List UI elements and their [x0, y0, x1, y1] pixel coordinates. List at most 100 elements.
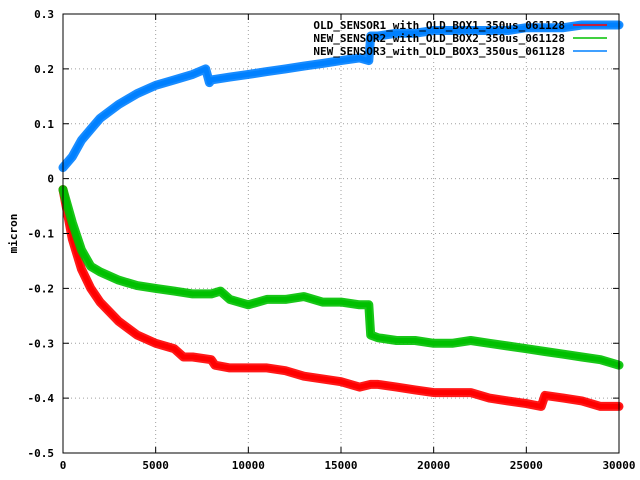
data-point — [505, 398, 511, 404]
x-tick-label: 10000 — [232, 459, 265, 472]
data-point — [523, 25, 529, 31]
data-point — [542, 25, 548, 31]
data-point — [171, 77, 177, 83]
data-point — [523, 346, 529, 352]
data-point — [190, 291, 196, 297]
data-point — [468, 28, 474, 33]
data-point — [394, 338, 400, 343]
data-point — [171, 288, 177, 294]
data-point — [245, 71, 251, 77]
data-point — [88, 126, 94, 132]
data-point — [468, 338, 474, 343]
x-tick-label: 20000 — [417, 459, 450, 472]
data-point — [208, 357, 214, 363]
data-point — [153, 285, 159, 291]
data-point — [116, 102, 122, 107]
data-point — [282, 66, 288, 72]
data-point — [368, 332, 374, 338]
data-point — [366, 302, 372, 308]
data-point — [171, 346, 177, 352]
data-point — [357, 384, 362, 390]
y-tick-label: -0.4 — [28, 392, 55, 405]
data-point — [505, 343, 511, 349]
series-3 — [58, 20, 624, 173]
data-point — [264, 69, 270, 75]
data-point — [79, 266, 84, 272]
data-point — [486, 28, 492, 33]
y-tick-label: -0.3 — [28, 337, 55, 350]
y-axis-label: micron — [7, 214, 20, 254]
data-point — [431, 28, 437, 33]
data-point — [134, 332, 140, 338]
data-point — [218, 288, 223, 294]
data-point — [486, 395, 492, 401]
data-point — [227, 296, 233, 302]
data-point — [338, 299, 344, 305]
data-point — [227, 74, 233, 80]
data-point — [449, 390, 455, 396]
data-point — [79, 137, 84, 143]
data-point — [468, 390, 474, 396]
data-point — [88, 285, 94, 291]
data-point — [190, 354, 196, 360]
data-point — [153, 82, 159, 88]
y-tick-label: 0 — [47, 173, 54, 186]
data-point — [116, 318, 122, 324]
data-point — [116, 277, 122, 283]
data-point — [375, 335, 381, 341]
x-tick-label: 5000 — [142, 459, 169, 472]
data-point — [301, 373, 307, 379]
data-point — [69, 220, 75, 225]
data-point — [375, 381, 381, 387]
data-point — [598, 403, 603, 409]
x-tick-label: 15000 — [324, 459, 357, 472]
data-point — [375, 33, 381, 39]
data-point — [153, 340, 159, 346]
data-point — [264, 365, 270, 371]
y-tick-label: 0.3 — [34, 8, 54, 21]
data-point — [338, 58, 344, 64]
data-point — [431, 340, 437, 346]
data-point — [505, 28, 511, 33]
data-point — [486, 340, 492, 346]
data-point — [69, 154, 75, 160]
data-point — [368, 33, 374, 39]
series-1 — [58, 185, 624, 411]
tick-labels: 0 5000 10000 15000 20000 25000 30000 -0.5 -0.4 -0… — [28, 8, 636, 472]
data-point — [357, 302, 362, 308]
data-point — [394, 30, 400, 36]
data-point — [282, 368, 288, 374]
y-tick-label: -0.1 — [28, 228, 55, 241]
data-point — [227, 365, 233, 371]
data-point — [301, 294, 307, 300]
data-point — [338, 379, 344, 385]
data-point — [245, 365, 251, 371]
data-point — [449, 28, 455, 33]
data-point — [301, 63, 307, 69]
series-2 — [58, 185, 624, 370]
data-point — [97, 299, 103, 305]
y-tick-label: -0.2 — [28, 282, 55, 295]
data-point — [264, 296, 270, 302]
series-line-core — [60, 187, 622, 368]
data-point — [579, 398, 585, 404]
series-group — [58, 20, 624, 411]
legend-label: OLD_SENSOR1_with_OLD_BOX1_350us_061128 — [313, 19, 565, 32]
data-point — [542, 349, 548, 354]
data-point — [190, 71, 196, 77]
data-point — [134, 91, 140, 97]
data-point — [560, 395, 566, 401]
data-point — [320, 60, 325, 66]
data-point — [208, 291, 214, 297]
data-point — [560, 351, 566, 357]
data-point — [431, 390, 437, 396]
legend: OLD_SENSOR1_with_OLD_BOX1_350us_061128NE… — [313, 19, 607, 58]
data-point — [208, 77, 214, 83]
data-point — [79, 247, 84, 253]
data-point — [412, 338, 418, 343]
data-point — [134, 283, 140, 289]
data-point — [357, 55, 362, 61]
data-point — [320, 299, 325, 305]
